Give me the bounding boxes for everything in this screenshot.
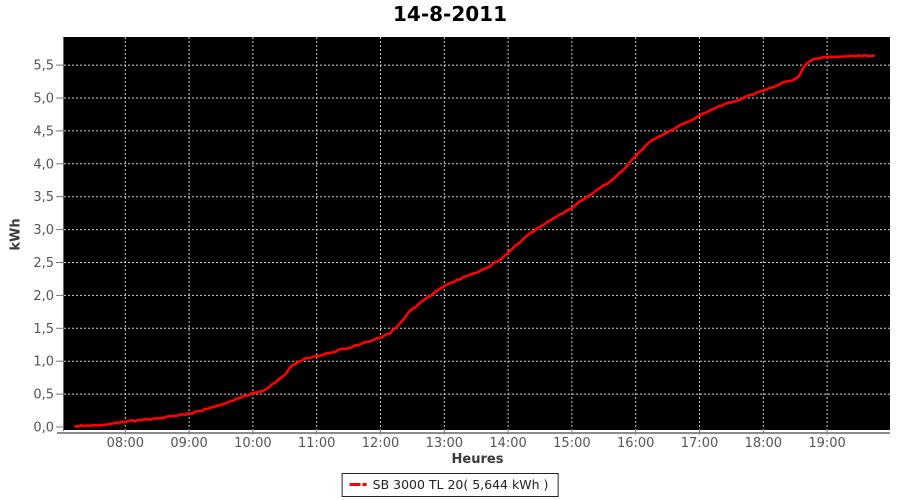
plot-background	[64, 37, 890, 430]
y-tick-label: 1,5	[33, 322, 54, 337]
x-tick-label: 13:00	[426, 436, 463, 451]
x-tick-label: 09:00	[170, 436, 207, 451]
y-tick-label: 4,0	[33, 157, 54, 172]
y-tick-label: 0,5	[33, 388, 54, 403]
y-tick-label: 5,0	[33, 92, 54, 107]
y-tick-label: 2,0	[33, 289, 54, 304]
y-tick-label: 0,0	[33, 421, 54, 436]
legend-label: SB 3000 TL 20( 5,644 kWh )	[372, 477, 549, 492]
y-tick-label: 2,5	[33, 256, 54, 271]
y-tick-label: 4,5	[33, 124, 54, 139]
x-tick-label: 10:00	[234, 436, 271, 451]
x-tick-label: 19:00	[808, 436, 845, 451]
x-tick-label: 12:00	[362, 436, 399, 451]
series-line	[74, 53, 875, 428]
y-tick-label: 3,5	[33, 190, 54, 205]
x-tick-label: 14:00	[489, 436, 526, 451]
x-tick-label: 17:00	[681, 436, 718, 451]
x-tick-label: 15:00	[553, 436, 590, 451]
series-line-swatch-icon	[349, 483, 367, 486]
y-axis-label: kWh	[8, 218, 24, 251]
y-tick-label: 5,5	[33, 59, 54, 74]
x-tick-label: 16:00	[617, 436, 654, 451]
x-axis-label: Heures	[451, 452, 504, 467]
legend: SB 3000 TL 20( 5,644 kWh )	[341, 473, 559, 497]
x-tick-label: 08:00	[107, 436, 144, 451]
x-tick-label: 11:00	[298, 436, 335, 451]
y-tick-label: 1,0	[33, 355, 54, 370]
y-tick-label: 3,0	[33, 223, 54, 238]
x-tick-label: 18:00	[745, 436, 782, 451]
chart-title: 14-8-2011	[392, 2, 507, 26]
